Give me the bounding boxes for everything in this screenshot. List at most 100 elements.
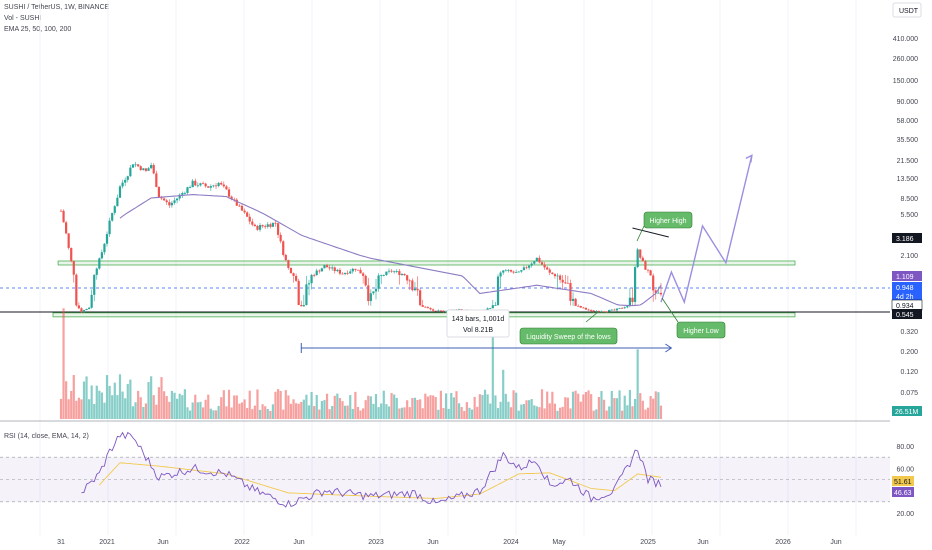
higher-high-trendline xyxy=(632,227,669,238)
volume-bar xyxy=(564,397,567,419)
volume-bar xyxy=(67,399,70,419)
volume-bar xyxy=(292,399,295,419)
volume-bar xyxy=(382,390,385,419)
candle-body xyxy=(173,200,176,203)
volume-bar xyxy=(88,399,91,419)
volume-bar xyxy=(62,308,65,419)
volume-bar xyxy=(157,387,161,419)
candle-body xyxy=(491,305,494,309)
candle-body xyxy=(279,234,282,242)
candle-body xyxy=(527,265,531,268)
projection-path xyxy=(660,155,753,305)
grid xyxy=(0,0,890,535)
volume-bar xyxy=(636,349,639,419)
candle-body xyxy=(569,283,572,301)
candle-body xyxy=(641,257,644,262)
volume-bar xyxy=(343,405,347,419)
price-tick-label: 260.000 xyxy=(893,56,918,63)
volume-bar xyxy=(468,407,471,419)
candle-body xyxy=(504,270,507,272)
volume-bar xyxy=(432,395,435,419)
volume-bar xyxy=(390,393,393,419)
candle-body xyxy=(597,311,600,312)
volume-bar xyxy=(509,407,513,419)
candle-body xyxy=(251,221,254,225)
volume-bar xyxy=(183,389,186,419)
candle-body xyxy=(659,292,663,295)
volume-bar xyxy=(530,399,533,419)
volume-marker-label: 26.51M xyxy=(895,409,919,416)
price-tick-label: 150.000 xyxy=(893,78,918,85)
volume-marker-bg xyxy=(892,406,922,416)
volume-bar xyxy=(460,407,463,419)
candle-body xyxy=(351,268,354,272)
volume-bar xyxy=(134,402,137,419)
volume-bar xyxy=(105,375,109,419)
volume-bar xyxy=(476,406,479,419)
candle-body xyxy=(610,309,613,311)
candle-body xyxy=(70,247,73,261)
volume-bar xyxy=(233,395,236,419)
volume-bar xyxy=(121,391,124,419)
volume-bar xyxy=(579,401,582,419)
volume-bar xyxy=(551,391,554,419)
candle-body xyxy=(608,309,611,312)
candle-body xyxy=(349,271,352,274)
volume-bar xyxy=(377,407,380,419)
candle-body xyxy=(67,233,70,248)
price-marker-label: 0.948 xyxy=(896,285,914,292)
candle-body xyxy=(346,272,349,274)
candle-body xyxy=(98,258,101,269)
candle-body xyxy=(207,186,210,188)
volume-bar xyxy=(302,399,305,419)
candle-body xyxy=(587,309,590,311)
candle-body xyxy=(157,187,161,198)
symbol-title: SUSHI / TetherUS, 1W, BINANCE xyxy=(4,4,110,11)
range-arrow-head xyxy=(665,343,673,353)
volume-bar xyxy=(126,383,129,419)
volume-bar xyxy=(483,389,487,419)
candle-body xyxy=(530,263,533,266)
candle-body xyxy=(227,189,231,197)
candle-body xyxy=(282,241,285,255)
higher-low-label: Higher Low xyxy=(683,328,719,335)
volume-bar xyxy=(331,405,334,419)
x-tick-label: 2024 xyxy=(503,539,519,546)
volume-bar xyxy=(502,369,505,419)
candle-body xyxy=(566,282,569,284)
candle-body xyxy=(65,222,68,234)
candle-body xyxy=(626,306,629,308)
volume-bar xyxy=(108,385,111,419)
volume-bar xyxy=(465,402,468,419)
rsi-line xyxy=(81,431,662,508)
candle-body xyxy=(178,194,181,199)
candle-body xyxy=(183,192,186,194)
x-tick-label: May xyxy=(552,539,566,546)
volume-bar xyxy=(369,396,372,419)
volume-bar xyxy=(155,404,158,419)
candle-body xyxy=(116,197,119,207)
volume-bar xyxy=(623,395,626,419)
x-tick-label: 31 xyxy=(57,539,65,546)
candle-body xyxy=(108,220,111,235)
candle-body xyxy=(292,273,295,276)
candle-body xyxy=(217,182,220,187)
x-tick-label: Jun xyxy=(293,539,304,546)
candle-body xyxy=(403,274,406,276)
volume-bar xyxy=(380,403,383,419)
volume-bar xyxy=(90,385,93,419)
volume-bar xyxy=(496,408,500,419)
projection-arrowhead xyxy=(745,154,753,163)
candle-body xyxy=(359,269,362,274)
candle-body xyxy=(320,268,323,272)
volume-bar xyxy=(305,394,308,419)
candle-body xyxy=(499,272,502,277)
volume-bar xyxy=(65,381,68,419)
candle-body xyxy=(325,265,329,268)
candle-body xyxy=(131,164,135,168)
candle-body xyxy=(437,310,440,312)
volume-bar xyxy=(494,395,497,419)
volume-bar xyxy=(481,394,484,419)
candle-body xyxy=(121,182,124,187)
